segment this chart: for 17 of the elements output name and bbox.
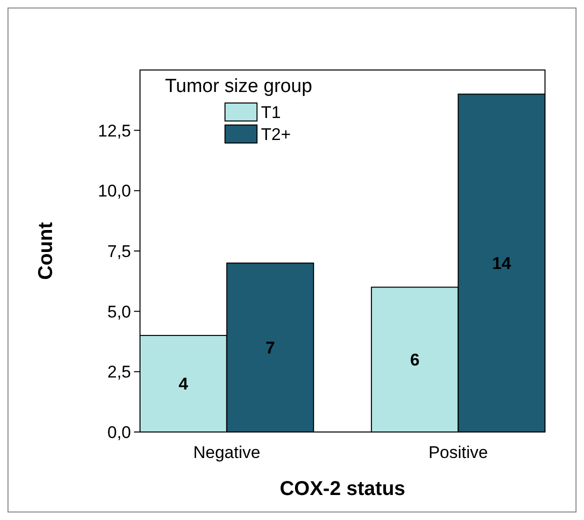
x-axis-title: COX-2 status <box>280 478 406 500</box>
x-tick-label: Positive <box>428 443 488 462</box>
y-tick-label: 7,5 <box>107 242 131 261</box>
y-tick-label: 0,0 <box>107 423 131 442</box>
y-tick-label: 2,5 <box>107 362 131 382</box>
data-label: 7 <box>265 338 275 358</box>
y-tick-label: 12,5 <box>98 121 131 140</box>
y-tick-label: 10,0 <box>98 182 131 201</box>
y-axis-title: Count <box>35 222 57 280</box>
x-tick-label: Negative <box>193 443 260 462</box>
data-label: 14 <box>492 254 512 274</box>
legend-label: T2+ <box>261 125 291 144</box>
y-tick-label: 5,0 <box>107 302 131 322</box>
data-label: 6 <box>410 350 420 370</box>
data-label: 4 <box>178 374 189 394</box>
legend-title: Tumor size group <box>165 76 312 97</box>
legend-label: T1 <box>261 103 281 122</box>
